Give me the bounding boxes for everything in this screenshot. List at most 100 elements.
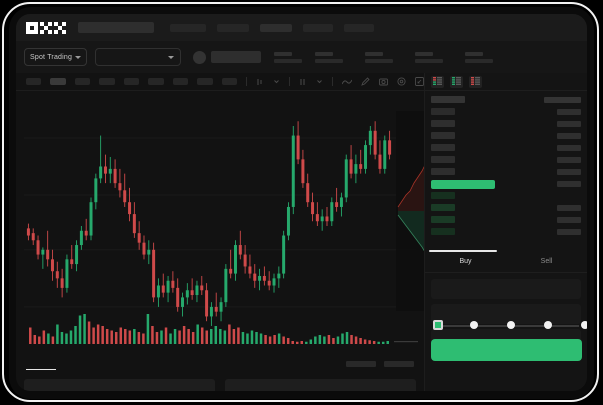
ask-price xyxy=(431,108,455,115)
bid-price xyxy=(431,216,455,223)
ask-price xyxy=(431,132,455,139)
pencil-icon[interactable] xyxy=(361,77,370,86)
bid-size xyxy=(557,228,581,235)
chevron-down-icon xyxy=(75,55,82,59)
nav-item-1[interactable] xyxy=(217,23,249,32)
bottom-card-0[interactable] xyxy=(24,379,215,391)
ticker-stat-0 xyxy=(274,51,303,63)
bottom-panel-tabs xyxy=(16,353,424,375)
timeframe-button-8[interactable] xyxy=(221,78,238,85)
bid-size xyxy=(557,204,581,211)
tab-buy[interactable]: Buy xyxy=(459,258,472,265)
order-book-view-modes xyxy=(425,73,587,91)
ask-size xyxy=(557,132,581,139)
ask-size xyxy=(557,120,581,127)
line-tool-icon[interactable] xyxy=(341,78,352,86)
bid-price xyxy=(431,204,455,211)
last-price xyxy=(211,51,262,63)
order-book-header xyxy=(431,95,581,104)
trading-pair-dropdown[interactable] xyxy=(95,48,182,66)
indicator-icon[interactable] xyxy=(299,78,307,86)
chevron-down-icon[interactable] xyxy=(273,78,280,85)
ticker-stat-1 xyxy=(315,51,344,63)
order-book-bid-row[interactable] xyxy=(431,227,581,236)
amount-percent-slider[interactable] xyxy=(433,320,587,332)
order-book-ask-row[interactable] xyxy=(431,107,581,116)
ask-price xyxy=(431,168,455,175)
chart-toolbar xyxy=(16,73,424,91)
timeframe-button-5[interactable] xyxy=(148,78,164,85)
order-book-bid-row[interactable] xyxy=(431,191,581,200)
slider-step-75[interactable] xyxy=(544,321,552,329)
last-price-size xyxy=(557,181,581,187)
depth-chart-overlay xyxy=(396,111,424,311)
ask-size xyxy=(557,168,581,175)
candlestick-series xyxy=(24,121,416,326)
nav-item-2[interactable] xyxy=(260,23,292,32)
bottom-action-0[interactable] xyxy=(346,361,376,367)
trading-app-screen: Spot Trading xyxy=(16,14,587,391)
okx-logo-icon[interactable] xyxy=(26,21,66,34)
market-type-dropdown[interactable]: Spot Trading xyxy=(24,48,88,66)
timeframe-button-0[interactable] xyxy=(26,78,42,85)
main-nav xyxy=(170,23,374,32)
search-input[interactable] xyxy=(78,22,154,33)
both-icon[interactable] xyxy=(431,75,444,88)
timeframe-button-4[interactable] xyxy=(123,78,140,85)
order-price-field[interactable] xyxy=(431,279,581,299)
bottom-card-1[interactable] xyxy=(225,379,416,391)
order-book-ask-row[interactable] xyxy=(431,143,581,152)
order-book-col-size xyxy=(544,96,581,103)
settings-icon[interactable] xyxy=(397,77,406,86)
order-book-col-price xyxy=(431,96,465,103)
chevron-down-icon[interactable] xyxy=(316,78,323,85)
order-book-ask-row[interactable] xyxy=(431,119,581,128)
order-amount-field[interactable] xyxy=(431,304,581,324)
camera-icon[interactable] xyxy=(378,77,388,86)
chart-type-icon[interactable] xyxy=(256,78,264,86)
slider-step-25[interactable] xyxy=(470,321,478,329)
timeframe-button-6[interactable] xyxy=(172,78,189,85)
market-type-label: Spot Trading xyxy=(30,53,73,61)
price-chart[interactable] xyxy=(16,91,424,353)
last-price-highlight xyxy=(431,179,495,189)
order-book-bid-row[interactable] xyxy=(431,203,581,212)
ticker-stat-value xyxy=(415,58,444,63)
ticker-stat-4 xyxy=(465,51,494,63)
asks-icon[interactable] xyxy=(469,75,482,88)
submit-buy-button[interactable] xyxy=(431,339,582,361)
order-book-ask-row[interactable] xyxy=(431,167,581,176)
order-book-ask-row[interactable] xyxy=(431,155,581,164)
timeframe-button-7[interactable] xyxy=(197,78,213,85)
toolbar-divider xyxy=(246,77,248,86)
timeframe-button-1[interactable] xyxy=(50,78,66,85)
ticker-stat-value xyxy=(465,58,494,63)
order-book-last-price xyxy=(431,179,581,189)
timeframe-button-3[interactable] xyxy=(99,78,115,85)
ticker-stat-label xyxy=(274,51,293,56)
timeframe-button-2[interactable] xyxy=(74,78,91,85)
bottom-action-1[interactable] xyxy=(384,361,414,367)
slider-step-100[interactable] xyxy=(581,321,587,329)
nav-item-4[interactable] xyxy=(344,23,374,32)
order-book-rows[interactable] xyxy=(425,91,587,251)
slider-step-50[interactable] xyxy=(507,321,515,329)
order-book-ask-row[interactable] xyxy=(431,131,581,140)
ticker-stat-2 xyxy=(365,51,394,63)
order-book-bid-row[interactable] xyxy=(431,215,581,224)
tab-sell[interactable]: Sell xyxy=(540,258,553,265)
toolbar-divider xyxy=(289,77,291,86)
ask-size xyxy=(557,156,581,163)
slider-handle[interactable] xyxy=(433,320,443,330)
bottom-tab-actions xyxy=(346,361,424,367)
ticker-stat-3 xyxy=(415,51,444,63)
ask-price xyxy=(431,144,455,151)
bid-price xyxy=(431,228,455,235)
fullscreen-icon[interactable] xyxy=(414,77,424,86)
nav-item-3[interactable] xyxy=(303,23,333,32)
volume-chart xyxy=(16,307,424,352)
ask-price xyxy=(431,156,455,163)
bids-icon[interactable] xyxy=(450,75,463,88)
nav-item-0[interactable] xyxy=(170,23,206,32)
